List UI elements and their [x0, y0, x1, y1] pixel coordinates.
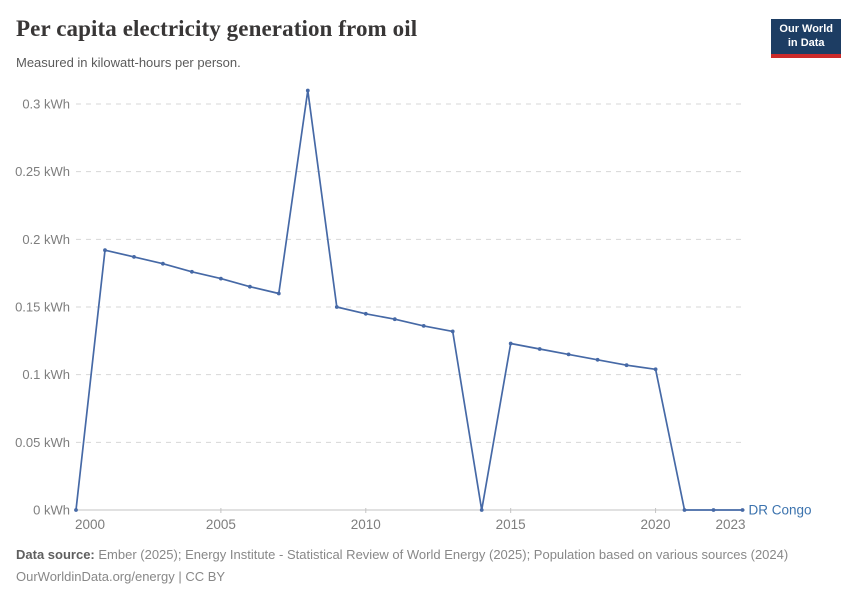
chart-footer: Data source: Ember (2025); Energy Instit… [16, 544, 836, 588]
data-point[interactable] [132, 255, 136, 259]
data-source-label: Data source: [16, 547, 95, 562]
data-point[interactable] [624, 363, 629, 368]
x-tick-label: 2023 [715, 517, 745, 532]
data-point[interactable] [740, 508, 745, 512]
y-tick-label: 0.25 kWh [15, 164, 70, 179]
x-tick-label: 2005 [206, 517, 236, 532]
data-point[interactable] [161, 261, 165, 266]
data-point[interactable] [682, 508, 687, 512]
x-tick-label: 2015 [496, 517, 526, 532]
data-point[interactable] [392, 317, 397, 322]
owid-logo-line2: in Data [787, 36, 825, 49]
data-point[interactable] [74, 508, 78, 512]
data-point[interactable] [653, 367, 658, 372]
data-point[interactable] [421, 324, 426, 328]
x-tick-label: 2010 [351, 517, 381, 532]
data-source-text: Ember (2025); Energy Institute - Statist… [94, 547, 789, 562]
data-point[interactable] [595, 357, 600, 362]
data-line[interactable] [75, 89, 744, 511]
data-point[interactable] [537, 347, 542, 351]
chart-subtitle: Measured in kilowatt-hours per person. [16, 55, 241, 70]
page-title: Per capita electricity generation from o… [16, 16, 418, 41]
data-point[interactable] [711, 508, 716, 512]
data-source-line: Data source: Ember (2025); Energy Instit… [16, 544, 836, 566]
y-tick-label: 0.1 kWh [22, 367, 70, 382]
data-point[interactable] [248, 284, 252, 289]
x-tick-label: 2000 [75, 517, 105, 532]
entity-label[interactable]: DR Congo [749, 503, 812, 518]
data-point[interactable] [103, 248, 107, 253]
data-point[interactable] [450, 329, 455, 334]
y-tick-label: 0.15 kWh [15, 300, 70, 315]
y-tick-label: 0 kWh [33, 503, 70, 518]
y-tick-label: 0.2 kWh [22, 232, 70, 247]
data-point[interactable] [508, 341, 513, 346]
data-point[interactable] [305, 88, 310, 93]
license-line: OurWorldinData.org/energy | CC BY [16, 569, 226, 584]
data-point[interactable] [334, 305, 339, 309]
data-point[interactable] [219, 276, 223, 281]
line-chart[interactable]: 0 kWh 0.05 kWh 0.1 kWh 0.15 kWh 0.2 kWh 0.25 … [0, 80, 850, 540]
data-point[interactable] [190, 269, 194, 274]
owid-logo[interactable]: Our World in Data [771, 19, 841, 58]
owid-logo-line1: Our World [779, 23, 833, 35]
data-point[interactable] [566, 352, 571, 357]
data-point[interactable] [276, 291, 281, 296]
data-point[interactable] [479, 508, 484, 512]
y-tick-label: 0.3 kWh [22, 97, 70, 112]
x-tick-label: 2020 [641, 517, 671, 532]
data-point[interactable] [363, 311, 368, 316]
y-tick-label: 0.05 kWh [15, 435, 70, 450]
